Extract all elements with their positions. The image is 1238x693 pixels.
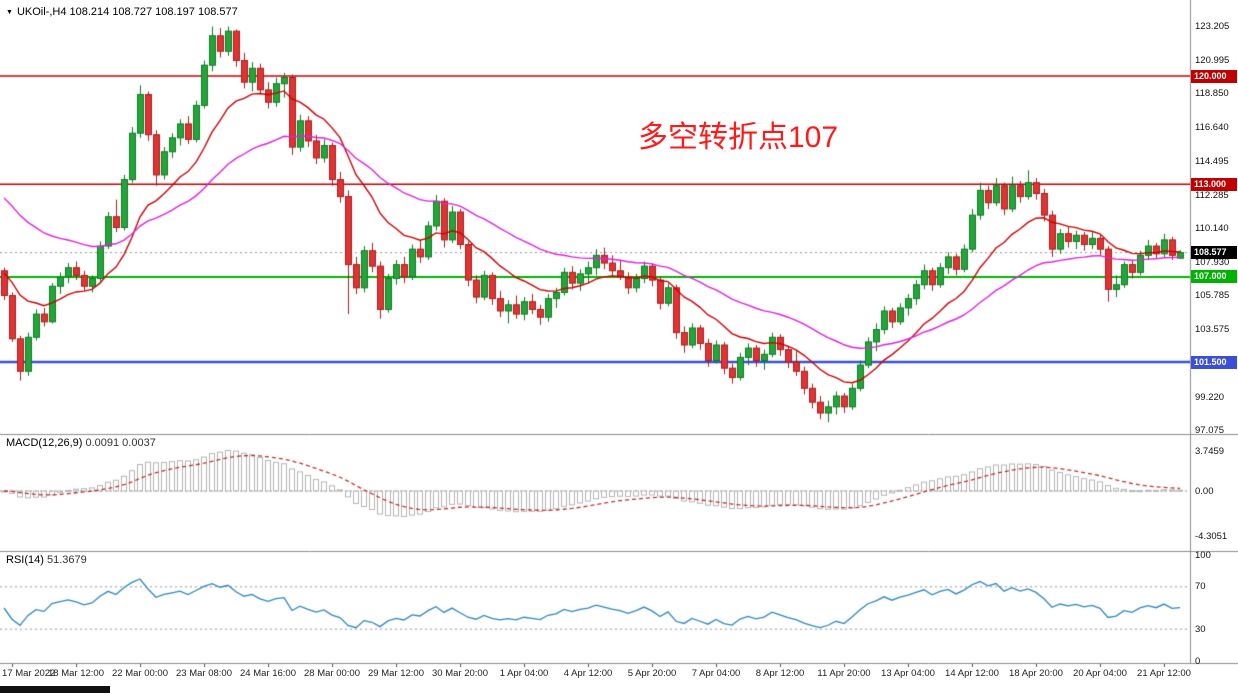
price-axis-label: 105.785 — [1195, 290, 1230, 302]
time-axis-label: 24 Mar 16:00 — [240, 668, 296, 679]
price-axis-label: 103.575 — [1195, 324, 1230, 336]
price-axis-label: 120.995 — [1195, 55, 1230, 67]
time-axis-label: 23 Mar 08:00 — [176, 668, 232, 679]
macd-axis-label: 3.7459 — [1195, 445, 1225, 457]
time-axis-label: 18 Apr 20:00 — [1009, 668, 1063, 679]
rsi-axis-label: 70 — [1195, 581, 1206, 593]
time-axis-label: 29 Mar 12:00 — [368, 668, 424, 679]
rsi-name: RSI(14) — [6, 554, 44, 566]
last-price-badge: 108.577 — [1191, 246, 1237, 260]
macd-name: MACD(12,26,9) — [6, 437, 83, 449]
time-axis-label: 17 Mar 2022 — [2, 668, 56, 679]
level-line-price-badge[interactable]: 107.000 — [1191, 270, 1237, 284]
time-axis-label: 4 Apr 12:00 — [563, 668, 613, 679]
rsi-indicator-label: RSI(14) 51.3679 — [6, 554, 87, 566]
macd-axis-label: -4.3051 — [1195, 531, 1228, 543]
time-axis: 17 Mar 2022 18 Mar 12:00 22 Mar 00:00 23 Ma… — [0, 666, 1238, 686]
price-axis-label: 99.220 — [1195, 391, 1225, 403]
price-axis-label: 123.205 — [1195, 20, 1230, 32]
time-axis-label: 13 Apr 04:00 — [881, 668, 935, 679]
time-axis-label: 8 Apr 12:00 — [755, 668, 805, 679]
time-axis-label: 21 Apr 12:00 — [1137, 668, 1191, 679]
level-line-price-badge[interactable]: 113.000 — [1191, 177, 1237, 191]
time-axis-label: 18 Mar 12:00 — [48, 668, 104, 679]
time-axis-label: 14 Apr 12:00 — [945, 668, 999, 679]
time-axis-label: 22 Mar 00:00 — [112, 668, 168, 679]
macd-values: 0.0091 0.0037 — [85, 437, 156, 449]
rsi-value: 51.3679 — [46, 554, 87, 566]
taskbar-fragment — [0, 686, 110, 693]
level-line-price-badge[interactable]: 120.000 — [1191, 69, 1237, 83]
time-axis-label: 5 Apr 20:00 — [627, 668, 677, 679]
price-axis-label: 112.285 — [1195, 189, 1229, 201]
rsi-axis-label: 0 — [1195, 655, 1201, 667]
chart-annotation-text: 多空转折点107 — [638, 121, 839, 154]
price-axis-label: 97.075 — [1195, 424, 1225, 436]
symbol-ohlc-label: UKOil-,H4 108.214 108.727 108.197 108.57… — [16, 6, 238, 18]
price-axis-label: 110.140 — [1195, 222, 1229, 234]
time-axis-label: 7 Apr 04:00 — [691, 668, 741, 679]
rsi-axis-label: 30 — [1195, 623, 1206, 635]
time-axis-label: 11 Apr 20:00 — [817, 668, 871, 679]
price-axis-label: 116.640 — [1195, 122, 1229, 134]
level-line-price-badge[interactable]: 101.500 — [1191, 355, 1237, 369]
price-axis: 123.205 120.995 118.850 116.640 114.495 112.2… — [1190, 0, 1238, 693]
time-axis-label: 30 Mar 20:00 — [432, 668, 488, 679]
time-axis-label: 28 Mar 00:00 — [304, 668, 360, 679]
rsi-axis-label: 100 — [1195, 549, 1211, 561]
price-axis-label: 118.850 — [1195, 88, 1229, 100]
macd-axis-label: 0.00 — [1195, 485, 1214, 497]
time-axis-label: 1 Apr 04:00 — [499, 668, 549, 679]
collapse-triangle-icon[interactable]: ▼ — [6, 9, 13, 16]
price-axis-label: 114.495 — [1195, 155, 1229, 167]
price-axis-label: 107.930 — [1195, 257, 1230, 269]
chart-header: ▼ UKOil-,H4 108.214 108.727 108.197 108.5… — [6, 6, 238, 18]
macd-indicator-label: MACD(12,26,9) 0.0091 0.0037 — [6, 437, 156, 449]
time-axis-label: 20 Apr 04:00 — [1073, 668, 1127, 679]
